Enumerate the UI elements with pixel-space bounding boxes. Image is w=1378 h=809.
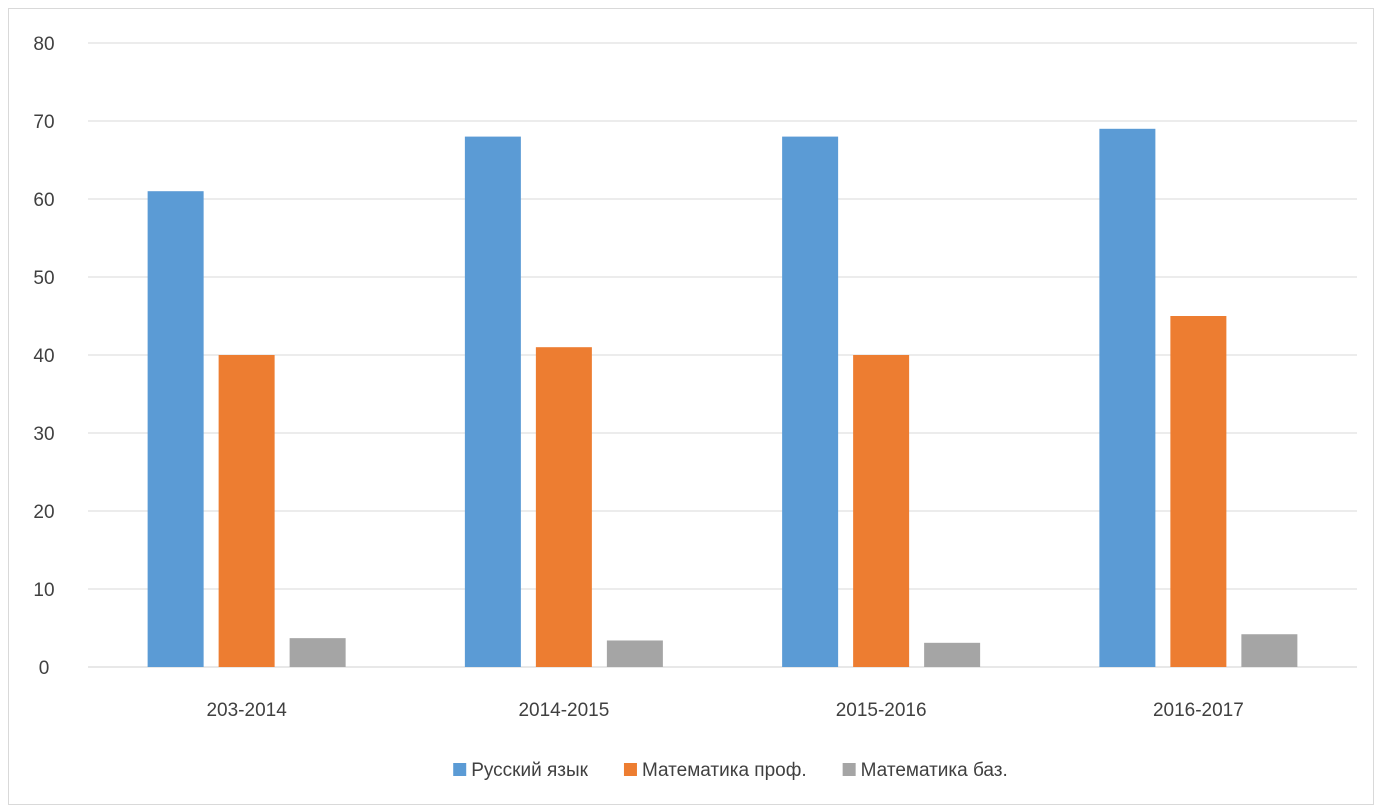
y-tick-label: 80 (33, 34, 54, 55)
x-category-label: 203-2014 (206, 700, 287, 721)
y-axis: 0 10 20 30 40 50 60 70 80 (33, 34, 54, 679)
y-tick-label: 0 (39, 658, 50, 679)
bars (147, 128, 1298, 668)
y-tick-label: 20 (33, 502, 54, 523)
bar (147, 191, 204, 667)
legend-label: Математика проф. (642, 760, 807, 781)
bar (924, 642, 981, 667)
y-tick-label: 60 (33, 190, 54, 211)
bar (1099, 128, 1156, 668)
bar (535, 347, 592, 667)
legend-label: Математика баз. (861, 760, 1008, 781)
bar (853, 355, 910, 667)
x-axis: 203-2014 2014-2015 2015-2016 2016-2017 (206, 700, 1243, 721)
y-tick-label: 70 (33, 112, 54, 133)
legend-swatch (623, 763, 637, 776)
bar (782, 136, 839, 668)
x-category-label: 2016-2017 (1153, 700, 1244, 721)
y-tick-label: 30 (33, 424, 54, 445)
legend-swatch (453, 763, 467, 776)
x-category-label: 2014-2015 (518, 700, 609, 721)
bar (289, 638, 346, 667)
bar (1241, 634, 1298, 667)
legend-label: Русский язык (471, 760, 588, 781)
legend-swatch (842, 763, 856, 776)
y-tick-label: 10 (33, 580, 54, 601)
bar (1170, 316, 1227, 667)
bar (464, 136, 521, 668)
y-tick-label: 50 (33, 268, 54, 289)
bar (218, 355, 275, 667)
gridlines (88, 42, 1357, 668)
legend: Русский язык Математика проф. Математика б… (453, 760, 1008, 781)
y-tick-label: 40 (33, 346, 54, 367)
bar (606, 640, 663, 667)
x-category-label: 2015-2016 (836, 700, 927, 721)
